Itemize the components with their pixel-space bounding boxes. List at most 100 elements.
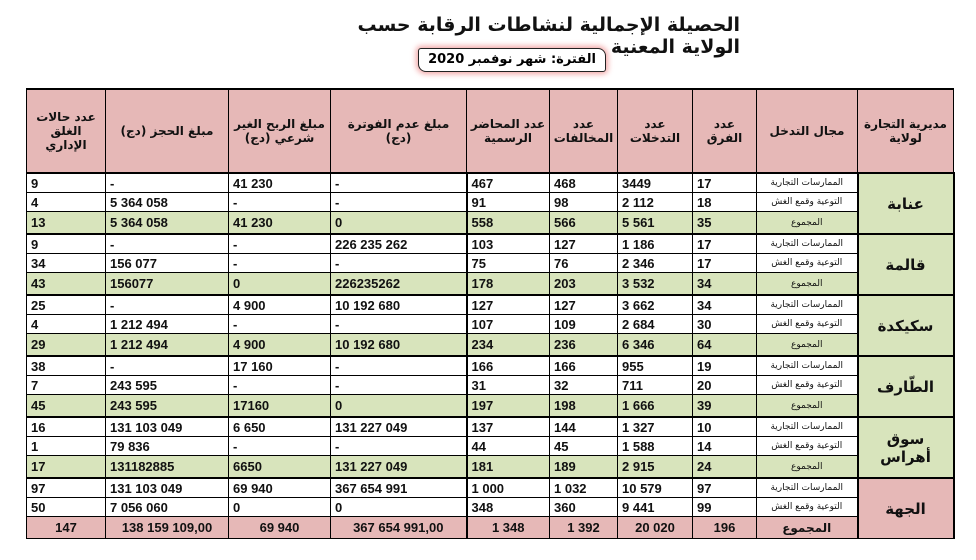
- header-no-invoice-amount: مبلغ عدم الفوترة (دج): [330, 88, 467, 174]
- header-closures: عدد حالات الغلق الإداري: [26, 88, 106, 174]
- domain-cell: المجموع: [756, 333, 858, 357]
- violations-cell: 127: [549, 233, 618, 254]
- teams-cell: 39: [692, 394, 757, 418]
- closures-cell: 13: [26, 211, 106, 235]
- illicit-profit-cell: 41 230: [228, 211, 331, 235]
- closures-cell: 45: [26, 394, 106, 418]
- violations-cell: 144: [549, 416, 618, 437]
- domain-cell: التوعية وقمع الغش: [756, 497, 858, 517]
- reports-cell: 103: [465, 233, 550, 254]
- seizure-amount-cell: 5 364 058: [105, 211, 229, 235]
- total-row: المجموع 39 1 666 198 197 0 17160 243 595 45: [26, 394, 954, 418]
- violations-cell: 76: [549, 253, 618, 273]
- header-seizure-amount: مبلغ الحجز (دج): [105, 88, 229, 174]
- seizure-amount-cell: -: [105, 172, 229, 193]
- no-invoice-amount-cell: 367 654 991,00: [330, 516, 467, 539]
- header-illicit-profit: مبلغ الربح الغير شرعي (دج): [228, 88, 331, 174]
- domain-cell: الممارسات التجارية: [756, 416, 858, 437]
- reports-cell: 127: [465, 294, 550, 315]
- illicit-profit-cell: 17160: [228, 394, 331, 418]
- illicit-profit-cell: -: [228, 375, 331, 395]
- reports-cell: 197: [465, 394, 550, 418]
- illicit-profit-cell: -: [228, 233, 331, 254]
- table-row: التوعية وقمع الغش 30 2 684 109 107- -1 212 49…: [26, 314, 954, 334]
- table-row: سوق أهراس الممارسات التجارية 10 1 327 144 137…: [26, 416, 955, 479]
- violations-cell: 109: [549, 314, 618, 334]
- domain-cell: التوعية وقمع الغش: [756, 314, 858, 334]
- teams-cell: 17: [692, 233, 757, 254]
- teams-cell: 34: [692, 294, 757, 315]
- total-row: المجموع 196 20 020 1 392 1 348 367 654 991,00…: [26, 516, 954, 539]
- illicit-profit-cell: -: [228, 253, 331, 273]
- domain-cell: المجموع: [756, 516, 858, 539]
- no-invoice-amount-cell: 0: [330, 211, 467, 235]
- domain-cell: المجموع: [756, 211, 858, 235]
- closures-cell: 1: [26, 436, 106, 456]
- domain-cell: التوعية وقمع الغش: [756, 192, 858, 212]
- teams-cell: 24: [692, 455, 757, 479]
- wilaya-name: عنابة: [856, 172, 955, 235]
- reports-cell: 75: [465, 253, 550, 273]
- closures-cell: 9: [26, 233, 106, 254]
- reports-cell: 234: [465, 333, 550, 357]
- teams-cell: 35: [692, 211, 757, 235]
- illicit-profit-cell: 4 900: [228, 294, 331, 315]
- domain-cell: الممارسات التجارية: [756, 477, 858, 498]
- reports-cell: 181: [465, 455, 550, 479]
- teams-cell: 17: [692, 253, 757, 273]
- no-invoice-amount-cell: 0: [330, 497, 467, 517]
- violations-cell: 198: [549, 394, 618, 418]
- header-reports: عدد المحاضر الرسمية: [466, 88, 550, 174]
- illicit-profit-cell: -: [228, 314, 331, 334]
- wilaya-name: الطّارف: [856, 355, 955, 418]
- seizure-amount-cell: 5 364 058: [105, 192, 229, 212]
- closures-cell: 7: [26, 375, 106, 395]
- teams-cell: 17: [692, 172, 757, 193]
- domain-cell: الممارسات التجارية: [756, 294, 858, 315]
- reports-cell: 348: [465, 497, 550, 517]
- interventions-cell: 20 020: [617, 516, 693, 539]
- closures-cell: 34: [26, 253, 106, 273]
- violations-cell: 32: [549, 375, 618, 395]
- closures-cell: 4: [26, 192, 106, 212]
- reports-cell: 558: [465, 211, 550, 235]
- violations-cell: 166: [549, 355, 618, 376]
- header-domain: مجال التدخل: [756, 88, 858, 174]
- domain-cell: الممارسات التجارية: [756, 233, 858, 254]
- no-invoice-amount-cell: 226235262: [330, 272, 467, 296]
- table-row: التوعية وقمع الغش 17 2 346 76 75- -156 077 34: [26, 253, 954, 273]
- reports-cell: 31: [465, 375, 550, 395]
- illicit-profit-cell: 4 900: [228, 333, 331, 357]
- closures-cell: 43: [26, 272, 106, 296]
- seizure-amount-cell: 131182885: [105, 455, 229, 479]
- teams-cell: 99: [692, 497, 757, 517]
- no-invoice-amount-cell: 0: [330, 394, 467, 418]
- closures-cell: 29: [26, 333, 106, 357]
- interventions-cell: 3 662: [617, 294, 693, 315]
- interventions-cell: 1 666: [617, 394, 693, 418]
- no-invoice-amount-cell: -: [330, 253, 467, 273]
- illicit-profit-cell: 6650: [228, 455, 331, 479]
- total-row: المجموع 34 3 532 203 178 226235262 0 156077 43: [26, 272, 954, 296]
- illicit-profit-cell: 69 940: [228, 516, 331, 539]
- report-title: الحصيلة الإجمالية لنشاطات الرقابة حسب ال…: [357, 14, 740, 58]
- reports-cell: 1 348: [465, 516, 550, 539]
- violations-cell: 566: [549, 211, 618, 235]
- violations-cell: 45: [549, 436, 618, 456]
- interventions-cell: 3 532: [617, 272, 693, 296]
- interventions-cell: 2 346: [617, 253, 693, 273]
- reports-cell: 91: [465, 192, 550, 212]
- header-interventions: عدد التدخلات: [617, 88, 693, 174]
- no-invoice-amount-cell: -: [330, 172, 467, 193]
- seizure-amount-cell: 131 103 049: [105, 477, 229, 498]
- illicit-profit-cell: 17 160: [228, 355, 331, 376]
- table-row: عنابة الممارسات التجارية 17 3449 468 467-41 2…: [26, 172, 955, 235]
- period-banner: الفترة: شهر نوفمبر 2020: [418, 48, 606, 72]
- no-invoice-amount-cell: -: [330, 436, 467, 456]
- total-row: المجموع 35 5 561 566 558 0 41 230 5 364 058 13: [26, 211, 954, 235]
- reports-cell: 137: [465, 416, 550, 437]
- table-row: الطّارف الممارسات التجارية 19 955 166 166-17 …: [26, 355, 955, 418]
- interventions-cell: 1 588: [617, 436, 693, 456]
- domain-cell: المجموع: [756, 394, 858, 418]
- no-invoice-amount-cell: 367 654 991: [330, 477, 467, 498]
